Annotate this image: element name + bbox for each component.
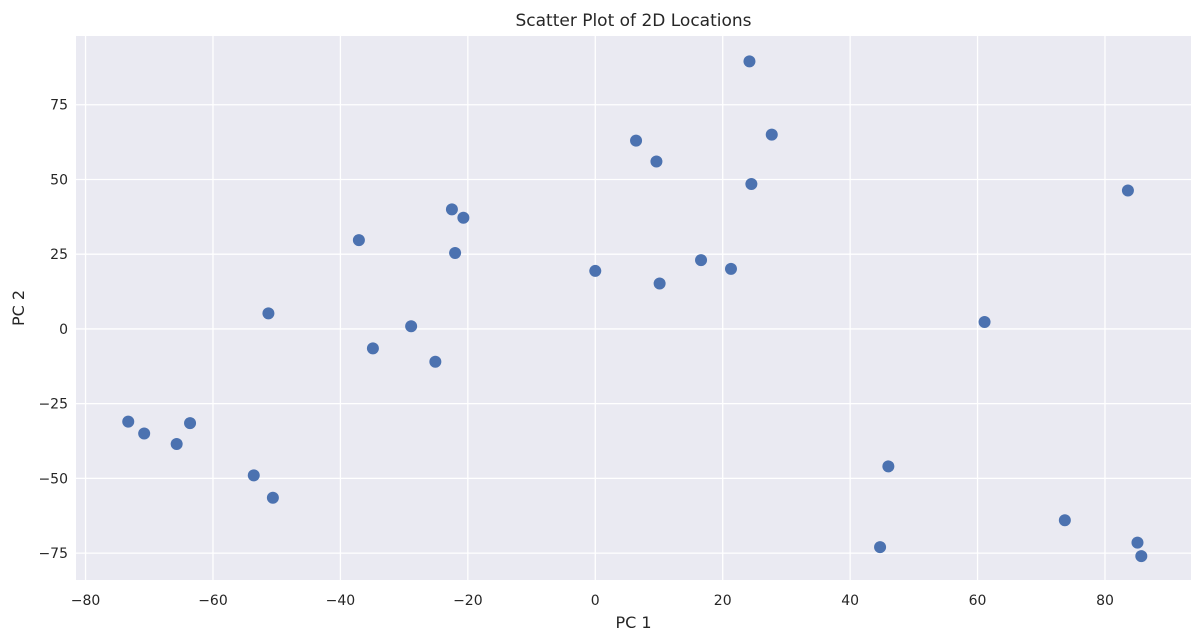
data-point	[352, 234, 365, 247]
x-tick-label: −20	[453, 593, 483, 609]
data-point	[266, 491, 279, 504]
x-tick-label: −80	[71, 593, 101, 609]
data-point	[874, 541, 887, 554]
y-axis-label: PC 2	[9, 290, 28, 326]
y-tick-label: −50	[38, 471, 68, 487]
x-tick-label: 0	[591, 593, 600, 609]
x-tick-label: 40	[841, 593, 859, 609]
data-point	[170, 438, 183, 450]
data-point	[247, 469, 260, 482]
data-point	[449, 247, 462, 260]
data-point	[429, 355, 442, 368]
data-point	[405, 320, 418, 333]
data-point	[457, 211, 470, 224]
x-tick-labels: −80 −60 −40 −20 0 20 40 60 80	[71, 593, 1114, 609]
x-tick-label: 20	[714, 593, 732, 609]
data-point	[743, 55, 756, 68]
x-tick-label: −40	[326, 593, 356, 609]
y-tick-labels: −75 −50 −25 0 25 50 75	[38, 98, 68, 562]
data-point	[262, 307, 275, 320]
data-point	[1058, 514, 1071, 527]
data-point	[184, 417, 197, 430]
plot-background	[76, 36, 1191, 580]
x-axis-label: PC 1	[615, 613, 651, 632]
data-point	[138, 427, 151, 440]
data-point	[1135, 550, 1148, 563]
data-point	[630, 134, 643, 147]
data-point	[366, 342, 379, 355]
data-point	[765, 128, 778, 141]
y-tick-label: 50	[50, 172, 68, 188]
data-point	[122, 415, 135, 428]
y-tick-label: −25	[38, 397, 68, 413]
x-tick-label: 80	[1096, 593, 1114, 609]
grid	[76, 36, 1191, 580]
data-point	[650, 155, 663, 168]
data-point	[978, 316, 991, 329]
data-point	[653, 277, 666, 290]
data-point	[1121, 184, 1134, 197]
data-point	[589, 264, 602, 277]
data-point	[724, 262, 737, 275]
y-tick-label: 75	[50, 98, 68, 114]
chart-title: Scatter Plot of 2D Locations	[515, 11, 751, 31]
x-tick-label: 60	[969, 593, 987, 609]
x-tick-label: −60	[198, 593, 228, 609]
data-point	[695, 254, 708, 267]
data-points	[122, 55, 1148, 563]
y-tick-label: 0	[59, 322, 68, 338]
y-tick-label: 25	[50, 247, 68, 263]
data-point	[882, 460, 895, 473]
data-point	[745, 177, 758, 190]
data-point	[1131, 536, 1144, 549]
data-point	[445, 203, 458, 216]
y-tick-label: −75	[38, 546, 68, 562]
